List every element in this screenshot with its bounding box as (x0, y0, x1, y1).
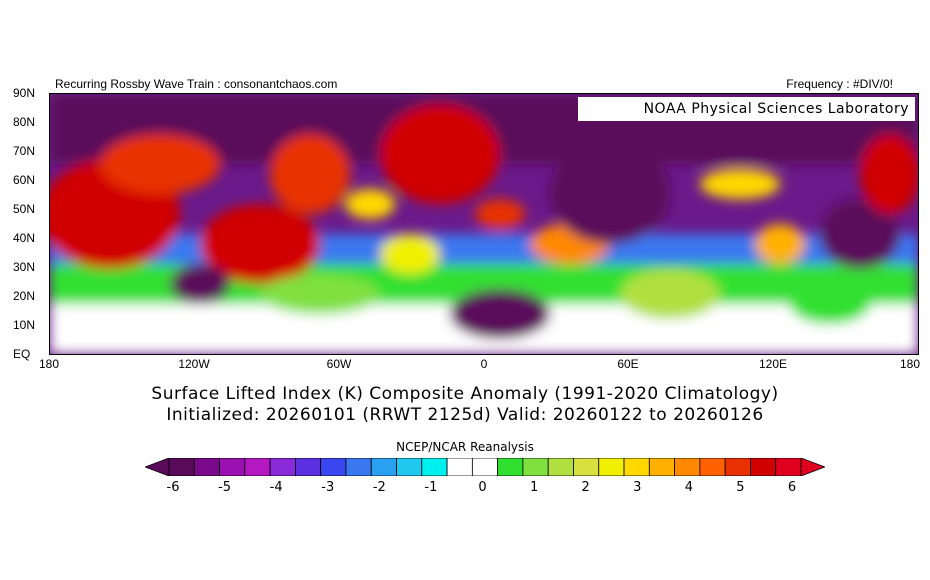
colorbar-tick-label: 6 (787, 480, 797, 495)
lat-label: 10N (13, 318, 36, 332)
lon-label: 180 (38, 357, 60, 371)
colorbar-swatch (294, 458, 322, 476)
lat-label: 40N (13, 231, 36, 245)
colorbar-swatch (522, 458, 549, 476)
colorbar-swatch (244, 458, 271, 476)
lat-label: 90N (13, 86, 36, 100)
lat-label: 50N (13, 202, 36, 216)
colorbar-tick-label: 4 (684, 480, 693, 495)
colorbar-tick-label: 1 (529, 480, 539, 495)
colorbar-tick-label: 3 (633, 480, 642, 495)
lon-label: 60E (617, 357, 639, 371)
subtitle: Initialized: 20260101 (RRWT 2125d) Valid… (166, 405, 764, 425)
lat-label: 70N (13, 144, 36, 158)
lon-label: 0 (480, 357, 488, 371)
colorbar-swatch (193, 458, 220, 476)
colorbar-arrow-left (145, 458, 170, 476)
colorbar-tick-label: -4 (269, 480, 283, 495)
chart-title-left: Recurring Rossby Wave Train : consonantc… (55, 77, 338, 91)
colorbar-tick-label: -5 (218, 480, 232, 495)
colorbar-swatch (648, 458, 676, 476)
colorbar-swatch (421, 458, 448, 476)
colorbar-swatch (471, 458, 499, 476)
colorbar-swatch (345, 458, 372, 476)
lat-label: EQ (13, 347, 31, 361)
credit-box: NOAA Physical Sciences Laboratory (578, 97, 915, 121)
colorbar-swatch (396, 458, 423, 476)
lon-label: 120W (178, 357, 210, 371)
colorbar-swatch (168, 458, 195, 476)
colorbar-swatch (750, 458, 777, 476)
colorbar-swatch (370, 458, 397, 476)
colorbar-swatch (219, 458, 246, 476)
colorbar (145, 458, 825, 476)
colorbar-source: NCEP/NCAR Reanalysis (396, 440, 534, 454)
colorbar-swatch (623, 458, 650, 476)
colorbar-swatch (674, 458, 701, 476)
colorbar-swatch (775, 458, 802, 476)
colorbar-tick-label: -2 (372, 480, 386, 495)
lat-label: 20N (13, 289, 36, 303)
colorbar-tick-label: -6 (166, 480, 180, 495)
colorbar-swatch (269, 458, 296, 476)
lon-label: 120E (758, 357, 788, 371)
colorbar-swatch (699, 458, 726, 476)
lat-label: 80N (13, 115, 36, 129)
colorbar-swatch (320, 458, 347, 476)
colorbar-tick-label: -3 (321, 480, 335, 495)
colorbar-tick-label: 0 (478, 480, 487, 495)
colorbar-tick-label: 2 (581, 480, 590, 495)
frequency-label: Frequency : #DIV/0! (786, 77, 893, 91)
colorbar-swatch (547, 458, 574, 476)
colorbar-tick-label: 5 (736, 480, 745, 495)
map-field (50, 94, 918, 354)
colorbar-swatch (598, 458, 625, 476)
colorbar-swatch (497, 458, 524, 476)
colorbar-swatch (573, 458, 600, 476)
colorbar-swatch (724, 458, 751, 476)
colorbar-tick-label: -1 (424, 480, 438, 495)
colorbar-arrow-right (800, 458, 825, 476)
lon-label: 60W (326, 357, 352, 371)
lat-label: 60N (13, 173, 36, 187)
main-title: Surface Lifted Index (K) Composite Anoma… (151, 384, 779, 404)
colorbar-swatch (446, 458, 473, 476)
lat-label: 30N (13, 260, 36, 274)
anomaly-map: NOAA Physical Sciences Laboratory (49, 93, 919, 355)
lon-label: 180 (899, 357, 921, 371)
